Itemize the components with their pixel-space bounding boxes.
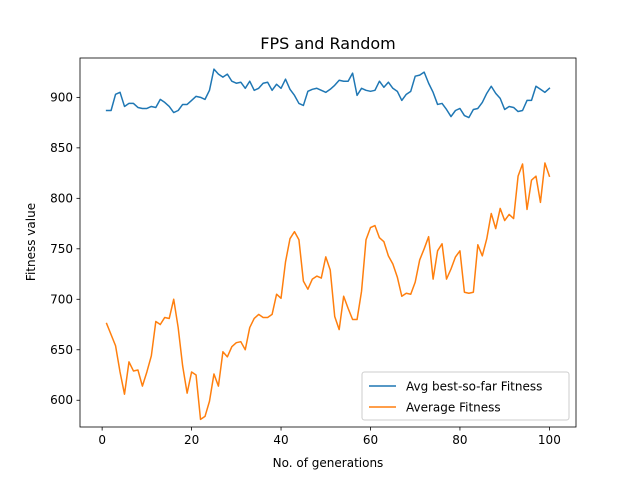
y-tick-label: 900 [50, 90, 73, 104]
chart-title: FPS and Random [260, 34, 396, 53]
plot-area: 0 20 40 60 80 100 600 650 700 750 800 850 900 [50, 57, 577, 447]
legend-box [361, 371, 570, 421]
y-tick-label: 600 [50, 393, 73, 407]
series-line-2 [105, 162, 551, 421]
x-tick-label: 0 [98, 433, 106, 447]
x-axis-label: No. of generations [273, 456, 384, 470]
y-tick-label: 850 [50, 141, 73, 155]
y-tick-label: 650 [50, 343, 73, 357]
legend-label-2: Average Fitness [406, 401, 501, 415]
x-tick-label: 80 [452, 433, 467, 447]
legend: Avg best-so-far Fitness Average Fitness [361, 371, 570, 421]
y-tick-label: 700 [50, 292, 73, 306]
y-tick-label: 800 [50, 191, 73, 205]
x-tick-label: 60 [363, 433, 378, 447]
x-tick-label: 40 [273, 433, 288, 447]
series-line-1 [105, 68, 551, 119]
x-tick-label: 20 [184, 433, 199, 447]
y-tick-label: 750 [50, 242, 73, 256]
x-tick-label: 100 [538, 433, 561, 447]
axes-frame [79, 57, 577, 428]
y-axis-label: Fitness value [24, 203, 38, 281]
legend-label-1: Avg best-so-far Fitness [406, 380, 542, 394]
